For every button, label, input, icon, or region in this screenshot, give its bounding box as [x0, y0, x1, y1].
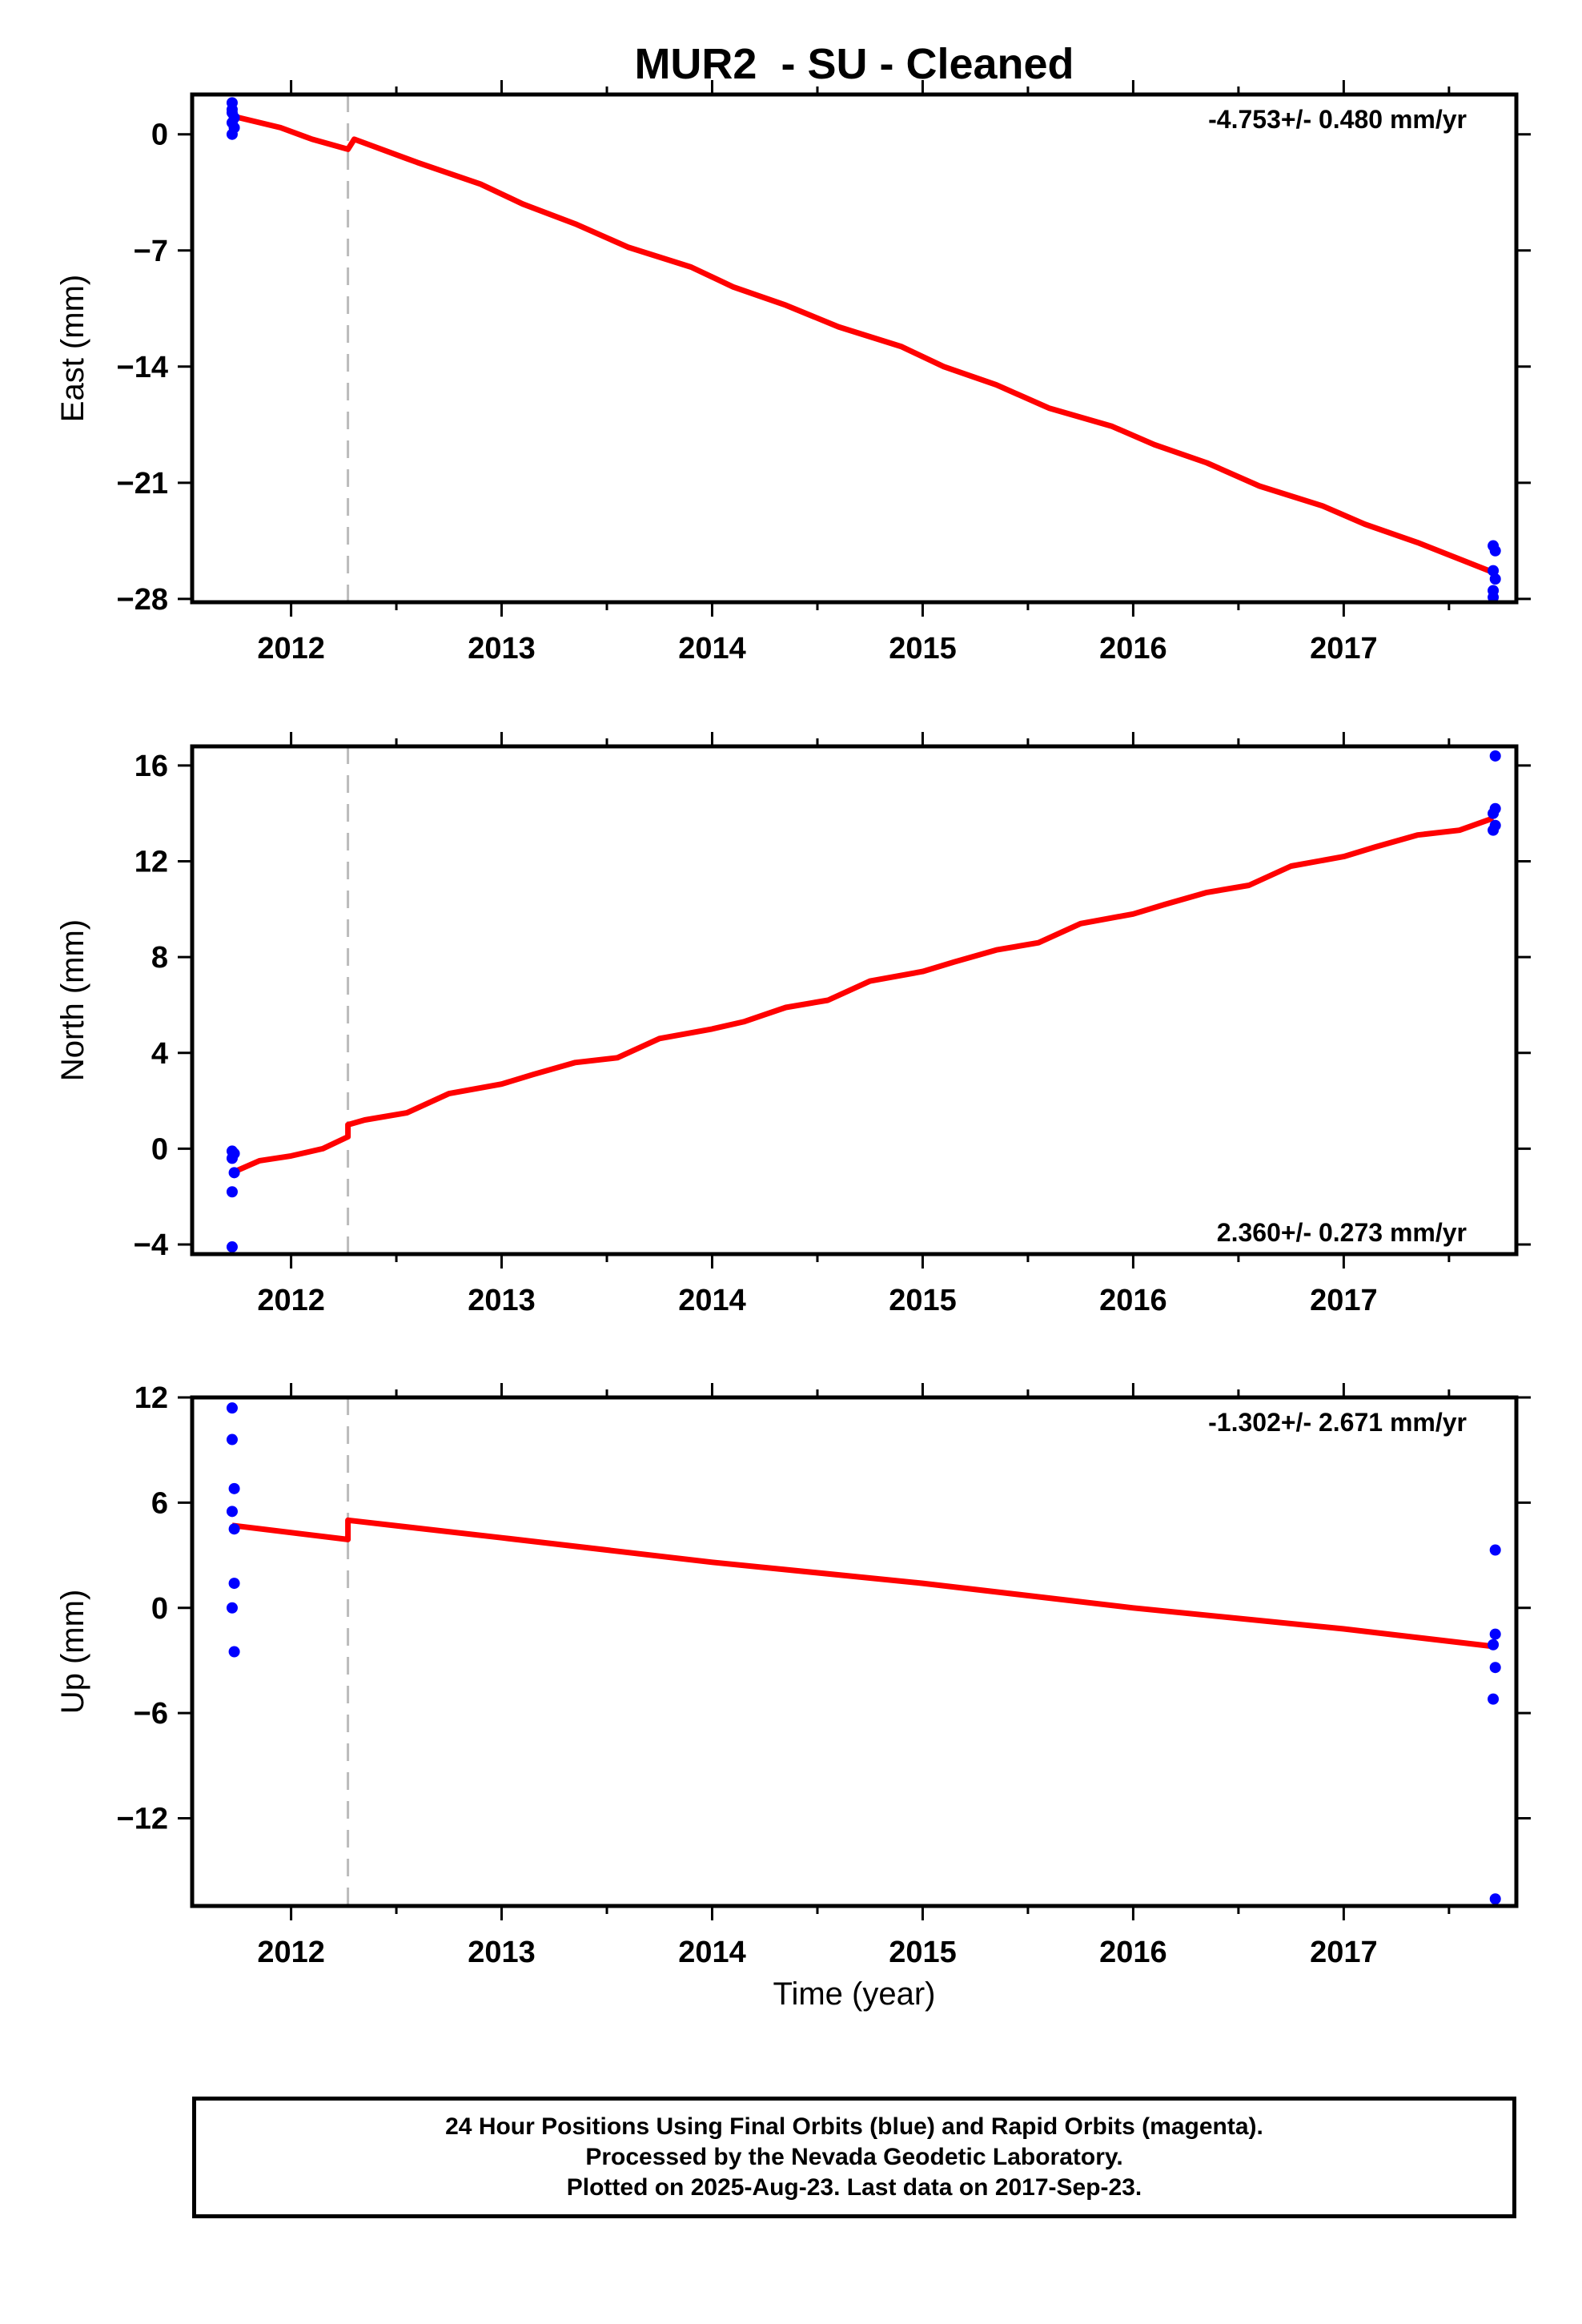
data-point: [1488, 1693, 1500, 1705]
y-tick-label: 0: [151, 1592, 168, 1626]
y-tick-label: 16: [135, 750, 168, 783]
panel-frame: [190, 92, 1519, 605]
y-tick-label: −12: [117, 1803, 168, 1836]
rate-annotation: -4.753+/- 0.480 mm/yr: [1208, 105, 1467, 134]
data-point: [226, 1433, 238, 1445]
data-point: [226, 128, 238, 140]
footer-caption-box: 24 Hour Positions Using Final Orbits (bl…: [192, 2097, 1516, 2218]
data-point: [228, 1482, 240, 1494]
x-tick-label: 2014: [678, 632, 746, 665]
y-axis-label: East (mm): [55, 275, 90, 422]
x-tick-label: 2015: [889, 1936, 957, 1969]
y-tick-label: −7: [134, 235, 168, 268]
x-tick-label: 2017: [1310, 1936, 1378, 1969]
footer-line-2: Processed by the Nevada Geodetic Laborat…: [585, 2144, 1123, 2170]
data-point: [1489, 1662, 1501, 1674]
rate-annotation: -1.302+/- 2.671 mm/yr: [1208, 1408, 1467, 1437]
data-point: [226, 1152, 238, 1164]
data-point: [1488, 807, 1500, 819]
y-tick-label: −4: [134, 1228, 168, 1262]
x-tick-label: 2016: [1099, 1284, 1167, 1317]
panel-east: 0 −7 −14 −21 −28 2012 2013 2014 2015 2016 2017 East…: [55, 80, 1531, 665]
data-point: [226, 1241, 238, 1253]
x-tick-label: 2013: [468, 632, 536, 665]
x-tick-label: 2017: [1310, 632, 1378, 665]
panel-up: 12 6 0 −6 −12 2012 2013 2014 2015 2016 2017 Up (mm)…: [55, 1381, 1531, 1969]
x-tick-label: 2012: [257, 1936, 325, 1969]
data-point: [226, 1402, 238, 1414]
x-tick-label: 2014: [678, 1284, 746, 1317]
x-tick-label: 2015: [889, 1284, 957, 1317]
data-point: [1489, 1893, 1501, 1905]
y-tick-label: 6: [151, 1486, 168, 1520]
rate-annotation: 2.360+/- 0.273 mm/yr: [1217, 1218, 1467, 1247]
data-point: [1488, 1638, 1500, 1651]
y-tick-label: −6: [134, 1697, 168, 1731]
data-point: [226, 1602, 238, 1614]
y-tick-label: 0: [151, 1132, 168, 1166]
data-point: [1489, 1544, 1501, 1556]
data-point: [1489, 1628, 1501, 1640]
chart-title: MUR2 - SU - Cleaned: [634, 40, 1074, 88]
y-axis-label: North (mm): [55, 919, 90, 1081]
data-point: [1489, 750, 1501, 762]
x-tick-label: 2013: [468, 1284, 536, 1317]
x-axis-label: Time (year): [773, 1976, 936, 2012]
x-tick-label: 2015: [889, 632, 957, 665]
panel-frame: [190, 1395, 1519, 1908]
footer-line-3: Plotted on 2025-Aug-23. Last data on 201…: [566, 2174, 1142, 2201]
y-tick-label: 12: [135, 1381, 168, 1415]
y-tick-label: 12: [135, 846, 168, 879]
x-tick-label: 2012: [257, 1284, 325, 1317]
y-tick-label: −14: [117, 351, 168, 384]
data-point: [1489, 545, 1501, 557]
y-tick-label: −21: [117, 467, 168, 501]
model-fit-line: [231, 113, 1495, 575]
y-tick-label: 4: [151, 1037, 168, 1071]
data-point: [1488, 824, 1500, 836]
x-tick-label: 2016: [1099, 1936, 1167, 1969]
y-tick-label: 8: [151, 941, 168, 975]
y-axis-label: Up (mm): [55, 1590, 90, 1715]
data-point: [228, 1578, 240, 1590]
y-tick-label: 0: [151, 119, 168, 152]
panel-frame: [190, 744, 1519, 1256]
data-point: [228, 1646, 240, 1658]
x-tick-label: 2013: [468, 1936, 536, 1969]
data-point: [228, 1167, 240, 1179]
data-point: [228, 1523, 240, 1535]
y-tick-label: −28: [117, 583, 168, 617]
panel-north: 16 12 8 4 0 −4 2012 2013 2014 2015 2016 2017 North (…: [55, 732, 1531, 1317]
x-tick-label: 2017: [1310, 1284, 1378, 1317]
data-point: [1488, 591, 1500, 602]
data-point: [226, 1506, 238, 1518]
data-point: [1489, 573, 1501, 585]
x-tick-label: 2016: [1099, 632, 1167, 665]
data-point: [226, 1186, 238, 1198]
model-fit-line: [231, 815, 1495, 1176]
x-tick-label: 2014: [678, 1936, 746, 1969]
model-fit-line: [231, 1517, 1494, 1650]
footer-line-1: 24 Hour Positions Using Final Orbits (bl…: [445, 2113, 1263, 2140]
x-tick-label: 2012: [257, 632, 325, 665]
